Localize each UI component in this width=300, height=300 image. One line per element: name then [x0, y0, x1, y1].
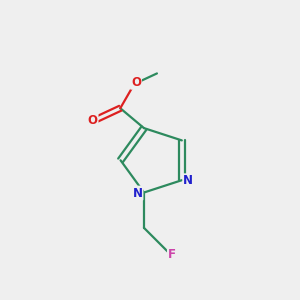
Text: O: O [88, 114, 98, 127]
Text: F: F [168, 248, 176, 261]
Text: N: N [133, 187, 142, 200]
Text: N: N [183, 174, 193, 187]
Text: O: O [131, 76, 141, 89]
